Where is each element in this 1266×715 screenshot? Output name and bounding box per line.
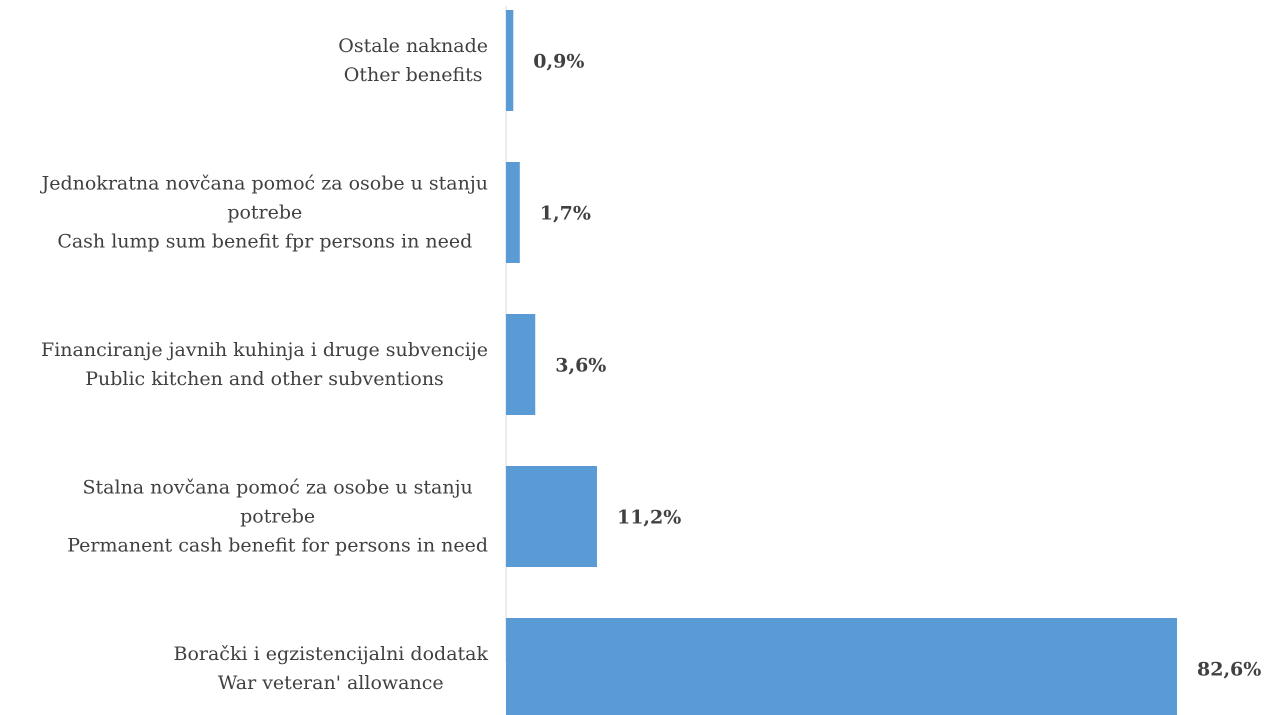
category-label-line: Financiranje javnih kuhinja i druge subv… — [41, 339, 488, 361]
category-label-line: Ostale naknade — [338, 35, 488, 57]
bar-2 — [506, 314, 536, 415]
category-label-line: Public kitchen and other subventions — [85, 368, 444, 390]
category-label-line: Permanent cash benefit for persons in ne… — [67, 535, 488, 557]
category-label-line: potrebe — [227, 202, 302, 224]
category-label-0: Ostale naknade Other benefits — [338, 35, 488, 86]
category-label-2: Financiranje javnih kuhinja i druge subv… — [41, 339, 488, 390]
bar-1 — [506, 162, 520, 263]
value-label-3: 11,2% — [617, 507, 681, 529]
value-label-1: 1,7% — [540, 203, 591, 225]
category-label-line: Other benefits — [344, 64, 483, 86]
category-label-line: War veteran' allowance — [218, 672, 444, 694]
category-label-1: Jednokratna novčana pomoć za osobe u sta… — [40, 173, 488, 253]
bar-4 — [506, 618, 1177, 715]
value-labels-group: 0,9% 1,7% 3,6% 11,2% 82,6% — [533, 51, 1261, 681]
bar-0 — [506, 10, 514, 111]
value-label-4: 82,6% — [1197, 659, 1261, 681]
category-labels-group: Ostale naknade Other benefits Jednokratna … — [40, 35, 489, 694]
bar-3 — [506, 466, 597, 567]
value-label-0: 0,9% — [533, 51, 584, 73]
category-label-line: potrebe — [240, 506, 315, 528]
category-label-line: Borački i egzistencijalni dodatak — [174, 643, 489, 665]
category-label-3: Stalna novčana pomoć za osobe u stanju po… — [67, 477, 488, 557]
category-label-line: Jednokratna novčana pomoć za osobe u sta… — [40, 173, 488, 195]
category-label-4: Borački i egzistencijalni dodatak War vet… — [174, 643, 489, 694]
category-label-line: Cash lump sum benefit fpr persons in nee… — [57, 231, 472, 253]
value-label-2: 3,6% — [555, 355, 606, 377]
bars-group — [506, 10, 1177, 715]
category-label-line: Stalna novčana pomoć za osobe u stanju — [83, 477, 473, 499]
